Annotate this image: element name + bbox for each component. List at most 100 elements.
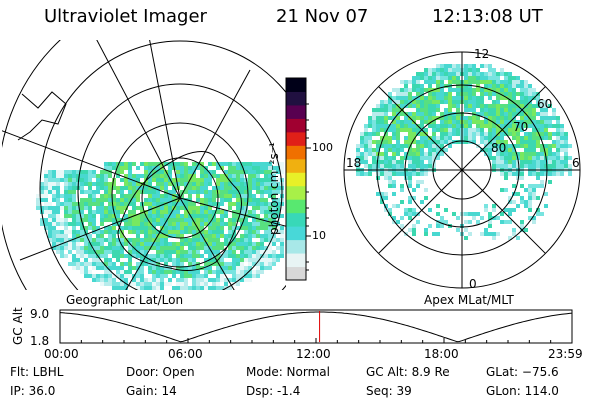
mag-pixel [356,152,360,156]
geo-pixel [148,254,152,258]
mag-pixel [412,152,416,156]
geo-pixel [264,198,268,202]
geo-pixel [164,254,168,258]
mag-pixel [528,200,532,204]
mag-pixel [532,160,536,164]
geo-pixel [136,222,140,226]
geo-pixel [68,170,72,174]
geo-pixel [196,186,200,190]
colorbar-segment [286,185,306,200]
mag-pixel [444,76,448,80]
mag-pixel [496,136,500,140]
geo-pixel [56,234,60,238]
mag-pixel [416,156,420,160]
geo-pixel [104,194,108,198]
mag-pixel [528,108,532,112]
mag-pixel [536,104,540,108]
geo-pixel [168,190,172,194]
geo-pixel [244,218,248,222]
mag-pixel [532,152,536,156]
geo-pixel [160,170,164,174]
geo-pixel [92,254,96,258]
geo-pixel [216,262,220,266]
mag-pixel [364,140,368,144]
mag-pixel [472,140,476,144]
geo-pixel [256,174,260,178]
geo-pixel [144,278,148,282]
mag-pixel [432,92,436,96]
mag-pixel [504,76,508,80]
mag-pixel [540,104,544,108]
geo-pixel [152,238,156,242]
geo-pixel [104,182,108,186]
geo-pixel [168,198,172,202]
mag-pixel [552,156,556,160]
geo-pixel [152,174,156,178]
geo-pixel [112,198,116,202]
geo-pixel [260,206,264,210]
mag-pixel [420,180,424,184]
geo-pixel [264,254,268,258]
geo-pixel [180,170,184,174]
geo-pixel [196,270,200,274]
geo-pixel [240,266,244,270]
mag-pixel [392,184,396,188]
mag-pixel [556,160,560,164]
geo-pixel [192,254,196,258]
geo-pixel [124,186,128,190]
mag-pixel [560,160,564,164]
geo-pixel [72,254,76,258]
geo-pixel [80,254,84,258]
mag-pixel [444,92,448,96]
geo-pixel [240,186,244,190]
geo-pixel [240,274,244,278]
geo-pixel [84,226,88,230]
geo-pixel [248,182,252,186]
mag-pixel [480,92,484,96]
geo-pixel [248,210,252,214]
geo-pixel [128,246,132,250]
geo-pixel [84,174,88,178]
geo-pixel [116,218,120,222]
geo-pixel [248,170,252,174]
geo-pixel [228,226,232,230]
geo-pixel [140,266,144,270]
mag-pixel [436,92,440,96]
mag-pixel [440,112,444,116]
geo-pixel [228,182,232,186]
mag-pixel [384,116,388,120]
geo-pixel [268,238,272,242]
geo-pixel [272,254,276,258]
mag-pixel [428,152,432,156]
geo-pixel [44,190,48,194]
magnetic-panel-label: Apex MLat/MLT [424,293,514,307]
mag-pixel [528,204,532,208]
geo-pixel [152,202,156,206]
mag-pixel [484,64,488,68]
mag-pixel [452,64,456,68]
mag-pixel [476,76,480,80]
geo-pixel [212,194,216,198]
mag-pixel [512,124,516,128]
mag-pixel [516,84,520,88]
geo-pixel [120,190,124,194]
geo-pixel [88,262,92,266]
geo-pixel [188,174,192,178]
geo-pixel [104,166,108,170]
geo-pixel [100,198,104,202]
geo-pixel [200,222,204,226]
mag-pixel [548,104,552,108]
geo-pixel [136,186,140,190]
geo-pixel [156,202,160,206]
geo-pixel [204,230,208,234]
geo-pixel [192,190,196,194]
geo-pixel [276,186,280,190]
geo-pixel [196,282,200,286]
mag-pixel [508,92,512,96]
mag-pixel [484,88,488,92]
mag-pixel [504,96,508,100]
geo-pixel [52,174,56,178]
geo-pixel [112,202,116,206]
geo-pixel [140,230,144,234]
geo-pixel [216,166,220,170]
